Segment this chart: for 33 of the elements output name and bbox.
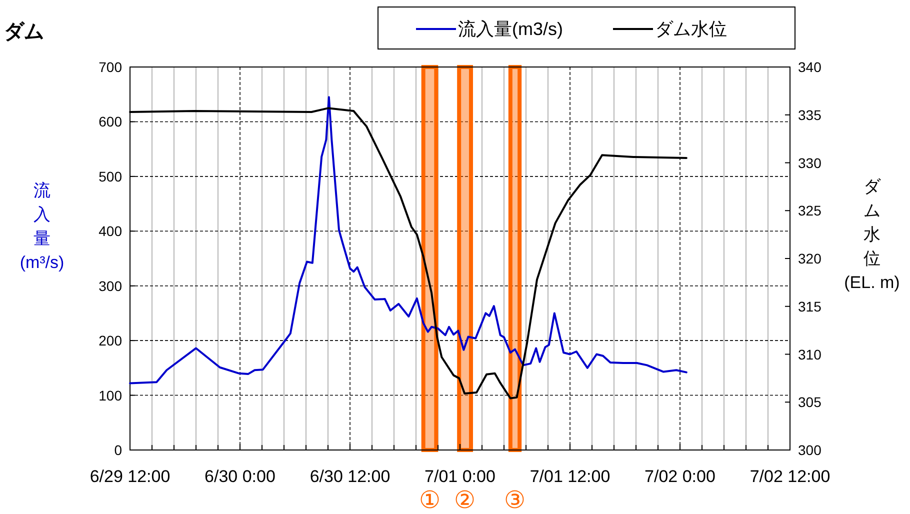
legend-label: 流入量(m3/s): [458, 19, 563, 39]
x-tick-label: 7/01 12:00: [530, 467, 610, 486]
x-tick-label: 6/29 12:00: [90, 467, 170, 486]
band-label: ③: [504, 487, 526, 514]
y2-tick-label: 335: [798, 106, 822, 123]
y2-tick-label: 340: [798, 59, 822, 75]
y2-tick-label: 315: [798, 298, 822, 314]
band-label: ①: [418, 487, 441, 514]
y-tick-label: 100: [98, 387, 122, 404]
y-tick-label: 200: [98, 332, 122, 349]
x-tick-label: 7/01 0:00: [424, 467, 496, 486]
text: ダム: [864, 177, 882, 220]
y2-tick-label: 320: [798, 250, 822, 266]
y-tick-label: 0: [114, 442, 122, 458]
y2-tick-label: 305: [798, 394, 822, 410]
y-tick-label: 700: [98, 59, 122, 75]
text: 水位(EL. m): [844, 225, 900, 292]
y2-tick-label: 300: [798, 442, 822, 458]
band-label: ②: [454, 487, 476, 514]
x-tick-label: 6/30 0:00: [204, 467, 276, 486]
chart-title: ダム: [4, 21, 44, 43]
y-tick-label: 400: [98, 223, 122, 240]
x-tick-label: 6/30 12:00: [310, 467, 390, 486]
y2-tick-label: 310: [798, 346, 822, 362]
y-tick-label: 600: [98, 114, 122, 130]
x-tick-label: 7/02 12:00: [750, 467, 830, 486]
y2-tick-label: 330: [798, 154, 822, 171]
y-axis-title: 流入量(m³/s): [20, 181, 64, 272]
y-tick-label: 300: [98, 278, 122, 294]
x-tick-label: 7/02 0:00: [644, 467, 716, 486]
legend-label: ダム水位: [655, 19, 727, 39]
y-tick-label: 500: [98, 168, 122, 184]
y2-tick-label: 325: [798, 202, 822, 219]
